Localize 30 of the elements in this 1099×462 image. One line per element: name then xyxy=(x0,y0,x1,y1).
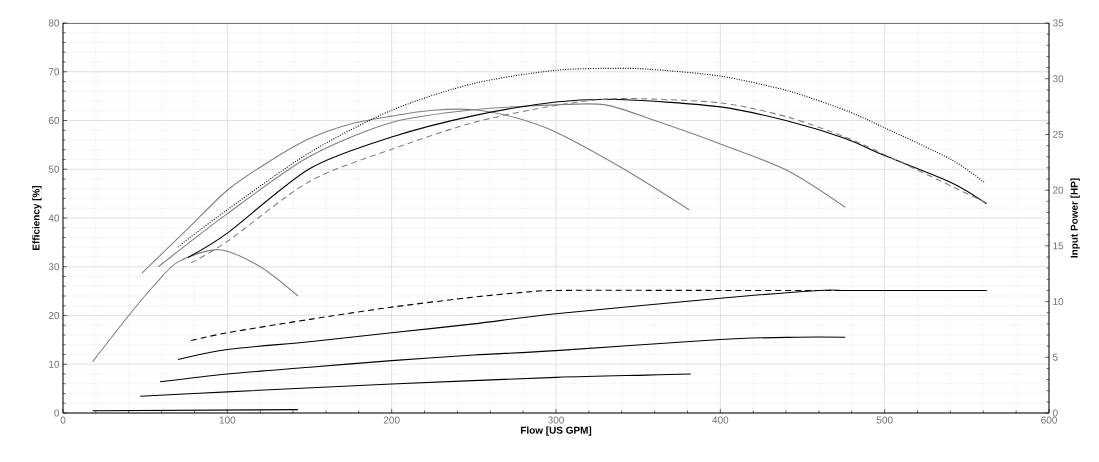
y-tick-label: 0 xyxy=(54,409,60,417)
y2-tick-label: 20 xyxy=(1053,186,1064,194)
y-axis-title: Efficiency [%] xyxy=(32,185,42,250)
y2-tick-label: 5 xyxy=(1052,353,1058,361)
y2-tick-label: 10 xyxy=(1053,298,1064,306)
y-tick-label: 10 xyxy=(49,360,60,368)
y2-tick-label: 25 xyxy=(1053,130,1064,138)
y-tick-label: 80 xyxy=(48,19,60,27)
y-tick-label: 60 xyxy=(48,116,60,125)
x-tick-label: 100 xyxy=(219,416,236,424)
y-tick-label: 20 xyxy=(48,311,60,320)
x-tick-label: 500 xyxy=(876,416,893,424)
y-tick-label: 30 xyxy=(48,263,60,271)
line-series xyxy=(177,67,986,248)
x-tick-label: 600 xyxy=(1041,416,1057,424)
y2-tick-label: 30 xyxy=(1052,75,1064,83)
y2-tick-label: 35 xyxy=(1052,19,1064,27)
x-tick-label: 400 xyxy=(712,416,729,424)
line-series xyxy=(139,373,692,397)
y2-tick-label: 0 xyxy=(1052,409,1058,417)
y2-axis-title: Input Power [HP] xyxy=(1070,178,1080,258)
x-tick-label: 300 xyxy=(548,416,564,424)
y-tick-label: 50 xyxy=(48,165,60,173)
y-tick-label: 40 xyxy=(48,214,60,222)
x-tick-label: 0 xyxy=(60,416,66,424)
line-series xyxy=(159,336,846,383)
x-axis-title: Flow [US GPM] xyxy=(520,426,592,436)
x-tick-label: 200 xyxy=(383,416,400,424)
y-tick-label: 70 xyxy=(48,68,60,76)
y2-tick-label: 15 xyxy=(1053,242,1064,250)
